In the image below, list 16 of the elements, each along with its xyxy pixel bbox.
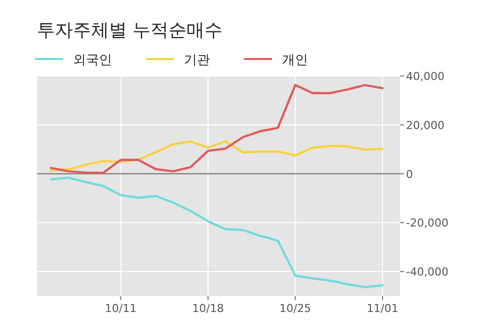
- y-tick-label: 40,000: [406, 70, 444, 83]
- legend-label: 개인: [282, 53, 308, 68]
- y-tick-label: -20,000: [406, 216, 448, 230]
- legend-label: 기관: [184, 53, 210, 68]
- x-tick-label: 10/18: [192, 302, 224, 315]
- line-series: [50, 140, 384, 172]
- y-tick-label: 20,000: [406, 118, 444, 132]
- chart-title: 투자주체별 누적순매수: [37, 20, 223, 41]
- line-series: [50, 176, 384, 288]
- x-tick-label: 10/11: [104, 302, 137, 315]
- line-series: [50, 84, 384, 174]
- y-tick-label: 0: [406, 168, 413, 181]
- y-tick-label: -40,000: [406, 266, 448, 279]
- x-tick-label: 11/01: [366, 302, 398, 315]
- x-tick-label: 10/25: [279, 302, 312, 315]
- legend-label: 외국인: [73, 53, 112, 68]
